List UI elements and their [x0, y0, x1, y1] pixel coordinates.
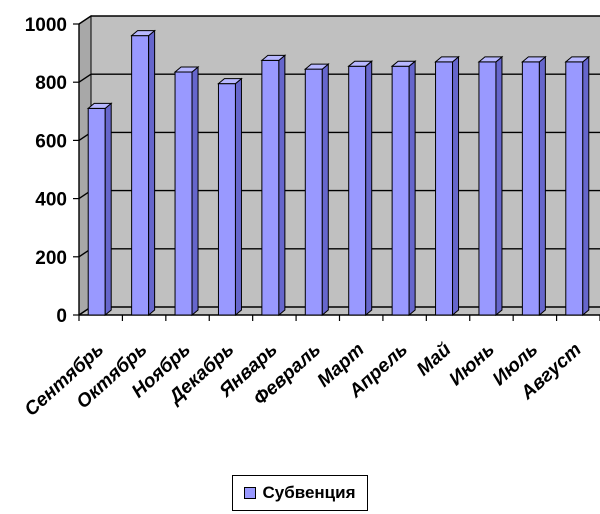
- bar-front: [174, 71, 193, 316]
- x-tick-label: Июнь: [445, 339, 498, 390]
- bar-top: [260, 54, 287, 61]
- bar-top: [86, 102, 113, 109]
- bar-front: [217, 83, 236, 316]
- bar: [477, 55, 504, 317]
- bar-front: [478, 61, 497, 316]
- bar-front: [565, 61, 584, 316]
- bar-front: [87, 107, 106, 316]
- bar-side: [148, 29, 156, 317]
- bar: [260, 54, 287, 317]
- bar: [434, 55, 460, 317]
- bar-top: [434, 56, 460, 63]
- bar-side: [582, 55, 590, 317]
- plot-area: [77, 15, 600, 316]
- bar-side: [365, 60, 373, 317]
- bar-side: [538, 55, 546, 317]
- bar: [86, 102, 113, 317]
- bar-top: [564, 56, 591, 63]
- bar: [520, 55, 547, 317]
- bar-front: [435, 61, 454, 316]
- bars: [86, 29, 591, 317]
- y-tick-label: 600: [35, 131, 67, 152]
- bar-front: [131, 35, 150, 316]
- bar-top: [520, 56, 547, 63]
- bar-front: [261, 59, 280, 316]
- bar: [347, 60, 374, 317]
- bar: [130, 29, 157, 317]
- bar-front: [304, 68, 323, 316]
- y-axis-ticks: 0 200 400 600 800 1000: [25, 15, 67, 327]
- bar-top: [217, 78, 243, 85]
- bar-side: [495, 55, 503, 317]
- gridline: [78, 15, 600, 25]
- bar-top: [130, 30, 157, 37]
- bar-side: [408, 60, 416, 317]
- bar-front: [348, 65, 367, 316]
- bar-top: [477, 56, 504, 63]
- bar: [217, 77, 243, 317]
- bar-side: [321, 63, 329, 317]
- bar-top: [390, 60, 417, 67]
- bar-side: [191, 65, 199, 317]
- legend-label: Субвенция: [262, 483, 356, 502]
- legend-swatch: [244, 487, 257, 499]
- bar-top: [173, 66, 200, 73]
- bar: [173, 65, 200, 317]
- bar-side: [278, 54, 286, 317]
- bar-top: [303, 63, 330, 70]
- floor: [77, 306, 600, 316]
- y-tick-label: 400: [35, 190, 67, 211]
- legend: Субвенция: [232, 475, 368, 511]
- y-tick-label: 1000: [25, 15, 67, 36]
- bar-front: [521, 61, 540, 316]
- bar-top: [347, 60, 374, 67]
- axes: [73, 23, 600, 321]
- bar-side: [234, 77, 242, 317]
- bar-front: [391, 65, 410, 316]
- bar: [564, 55, 591, 317]
- bar-side: [452, 55, 460, 317]
- bar: [303, 63, 330, 317]
- y-tick-label: 800: [35, 73, 67, 94]
- x-axis-ticks: СентябрьОктябрьНоябрьДекабрьЯнварьФеврал…: [21, 339, 586, 421]
- bar: [390, 60, 417, 317]
- y-tick-label: 0: [56, 306, 67, 327]
- bar-side: [104, 102, 112, 317]
- y-tick-label: 200: [35, 248, 67, 269]
